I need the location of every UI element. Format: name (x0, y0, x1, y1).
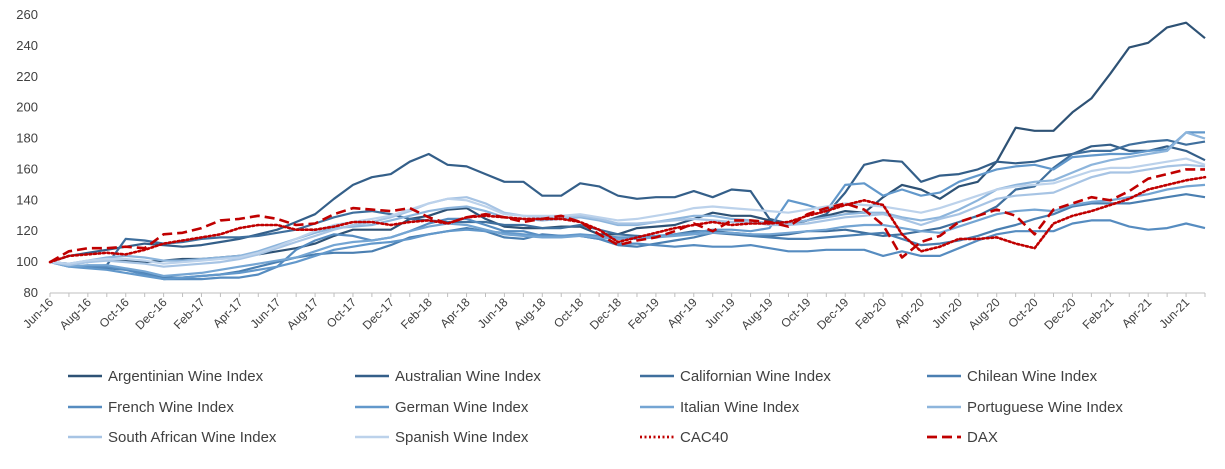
legend-label: CAC40 (680, 429, 728, 446)
x-tick-label: Jun-18 (475, 295, 511, 331)
x-tick-label: Apr-20 (892, 295, 928, 331)
x-tick-label: Oct-17 (324, 295, 360, 331)
plot-area (48, 21, 1207, 281)
x-tick-label: Apr-19 (665, 295, 701, 331)
y-tick-label: 180 (16, 131, 38, 146)
x-tick-label: Feb-21 (1080, 295, 1117, 332)
x-tick-label: Dec-17 (360, 295, 397, 332)
series-line (49, 21, 1206, 265)
series-line (49, 193, 1206, 279)
y-tick-label: 260 (16, 7, 38, 22)
x-tick-label: Apr-18 (437, 295, 473, 331)
x-tick-label: Jun-20 (929, 295, 965, 331)
x-axis: Jun-16 Aug-16 Oct-16 Dec-16 Feb-17 Apr-17 Jun-… (20, 292, 1206, 332)
x-tick-label: Aug-20 (966, 295, 1003, 332)
x-tick-label: Dec-16 (132, 295, 169, 332)
x-tick-label: Jun-19 (702, 295, 738, 331)
x-tick-label: Oct-16 (96, 295, 132, 331)
x-tick-label: Jun-17 (247, 295, 283, 331)
y-tick-label: 100 (16, 254, 38, 269)
x-tick-label: Feb-17 (171, 295, 208, 332)
legend-label: German Wine Index (395, 399, 529, 416)
x-tick-label: Jun-21 (1156, 295, 1192, 331)
x-tick-label: Oct-19 (778, 295, 814, 331)
y-tick-label: 160 (16, 161, 38, 176)
legend-label: Portuguese Wine Index (967, 399, 1123, 416)
x-tick-label: Feb-20 (852, 295, 889, 332)
x-tick-label: Dec-19 (814, 295, 851, 332)
series-line (49, 163, 1206, 268)
legend-label: South African Wine Index (108, 429, 277, 446)
legend-label: Australian Wine Index (395, 368, 541, 385)
y-tick-label: 140 (16, 192, 38, 207)
x-tick-label: Feb-18 (398, 295, 435, 332)
x-tick-label: Aug-18 (511, 295, 548, 332)
x-tick-label: Feb-19 (625, 295, 662, 332)
x-tick-label: Jun-16 (20, 295, 56, 331)
y-axis: 80 100 120 140 160 180 200 220 240 260 (16, 7, 38, 300)
legend-label: Chilean Wine Index (967, 368, 1098, 385)
y-tick-label: 240 (16, 38, 38, 53)
series-line (49, 168, 1205, 264)
x-tick-label: Oct-18 (551, 295, 587, 331)
series-line (49, 139, 1206, 268)
series-line (49, 157, 1206, 265)
x-tick-label: Aug-19 (738, 295, 775, 332)
legend-label: French Wine Index (108, 399, 234, 416)
x-tick-label: Apr-21 (1119, 295, 1155, 331)
x-tick-label: Dec-20 (1041, 295, 1078, 332)
x-tick-label: Aug-16 (57, 295, 94, 332)
series-line (49, 131, 1205, 281)
legend: Argentinian Wine Index Australian Wine In… (68, 368, 1123, 446)
series-line (49, 131, 1206, 265)
legend-label: Italian Wine Index (680, 399, 800, 416)
legend-label: Californian Wine Index (680, 368, 831, 385)
y-tick-label: 220 (16, 69, 38, 84)
y-tick-label: 200 (16, 100, 38, 115)
legend-label: Spanish Wine Index (395, 429, 529, 446)
x-tick-label: Apr-17 (210, 295, 246, 331)
series-line (48, 175, 1207, 264)
legend-label: DAX (967, 429, 998, 446)
x-tick-label: Oct-20 (1005, 295, 1041, 331)
x-tick-label: Aug-17 (284, 295, 321, 332)
x-tick-label: Dec-18 (587, 295, 624, 332)
y-tick-label: 80 (24, 285, 38, 300)
y-tick-label: 120 (16, 223, 38, 238)
legend-label: Argentinian Wine Index (108, 368, 264, 385)
